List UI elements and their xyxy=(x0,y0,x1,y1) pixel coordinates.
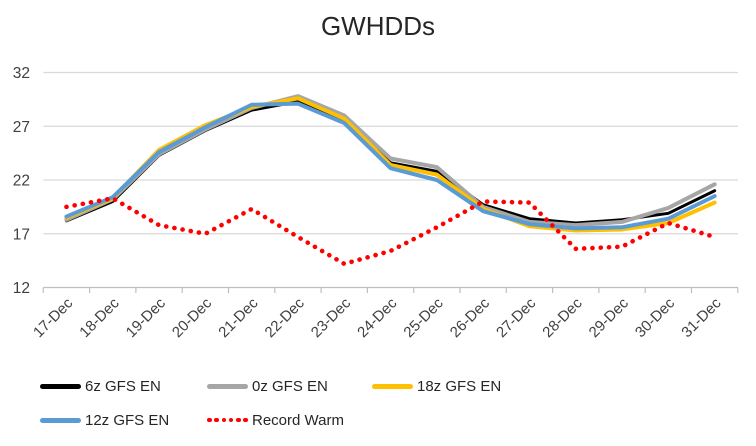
x-axis-label: 25-Dec xyxy=(400,294,447,341)
x-axis-label: 17-Dec xyxy=(30,294,77,341)
x-axis-label: 26-Dec xyxy=(447,294,494,341)
y-axis-label: 17 xyxy=(13,226,30,243)
y-axis-label: 12 xyxy=(13,280,30,297)
series-line-12z-gfs-en xyxy=(64,101,717,231)
x-axis-label: 22-Dec xyxy=(262,294,309,341)
y-axis-label: 32 xyxy=(13,65,30,82)
y-axis-label: 27 xyxy=(13,119,30,136)
x-axis-label: 18-Dec xyxy=(76,294,123,341)
x-axis-label: 23-Dec xyxy=(308,294,355,341)
x-axis-label: 29-Dec xyxy=(586,294,633,341)
x-axis-label: 24-Dec xyxy=(354,294,401,341)
series-line-record-warm xyxy=(64,195,717,267)
series-line-0z-gfs-en xyxy=(64,94,717,228)
x-axis-label: 31-Dec xyxy=(678,294,725,341)
chart-title: GWHDDs xyxy=(320,11,436,41)
x-axis-label: 28-Dec xyxy=(539,294,586,341)
x-axis-label: 20-Dec xyxy=(169,294,216,341)
y-axis-label: 22 xyxy=(13,173,30,190)
x-axis-label: 30-Dec xyxy=(632,294,679,341)
x-axis-label: 27-Dec xyxy=(493,294,540,341)
x-axis-label: 19-Dec xyxy=(123,294,170,341)
series-line-18z-gfs-en xyxy=(64,96,717,233)
x-axis-label: 21-Dec xyxy=(215,294,262,341)
